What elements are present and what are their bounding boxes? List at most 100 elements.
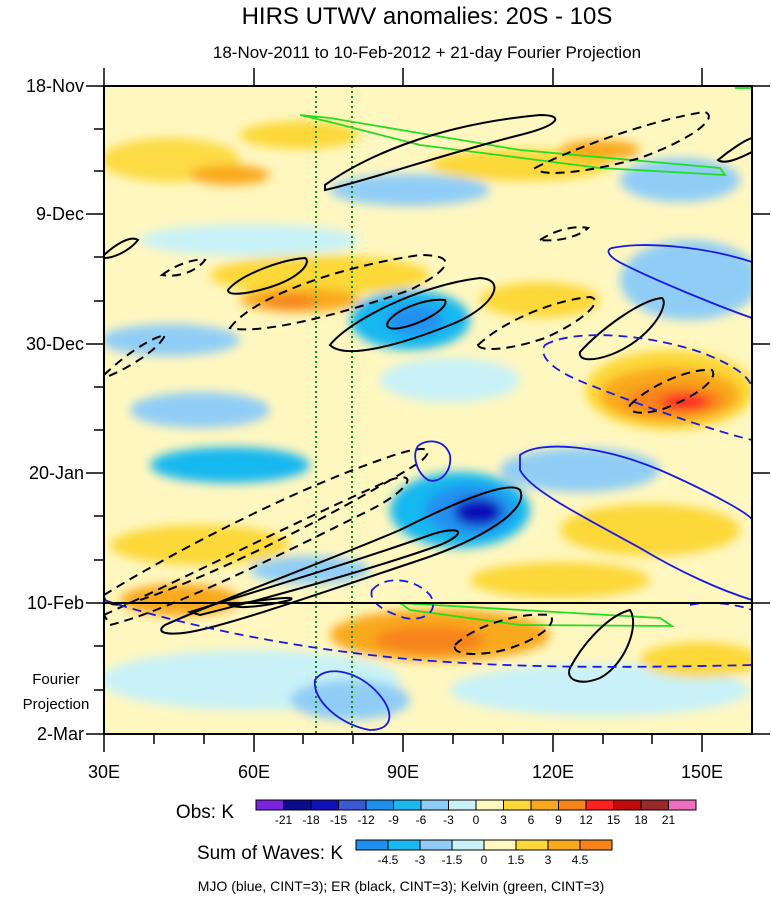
- obs-colorbar-swatch: [530, 799, 559, 811]
- shade-region: [560, 504, 740, 556]
- plot-frame: [103, 85, 753, 735]
- shade-region: [120, 584, 240, 616]
- shade-region: [375, 626, 485, 654]
- y-tick-label: 10-Feb: [27, 593, 84, 613]
- waves-colorbar-swatch: [515, 839, 549, 851]
- waves-colorbar-swatch: [355, 839, 389, 851]
- obs-colorbar-level-label: -15: [330, 813, 348, 827]
- shade-region: [104, 324, 240, 356]
- obs-colorbar-swatch: [585, 799, 614, 811]
- er-contour: [386, 298, 447, 330]
- er-contours: [104, 113, 752, 683]
- er-contour: [328, 276, 496, 353]
- chart-subtitle: 18-Nov-2011 to 10-Feb-2012 + 21-day Four…: [213, 43, 641, 62]
- er-contour: [186, 529, 460, 617]
- waves-colorbar-level-label: 0: [481, 853, 488, 867]
- mjo-contour-negative: [104, 599, 752, 668]
- anomaly-field: [104, 121, 752, 720]
- obs-colorbar-swatch: [338, 799, 367, 811]
- obs-colorbar-level-label: 15: [607, 813, 621, 827]
- er-contour-negative: [476, 295, 596, 350]
- x-axis: [103, 68, 703, 752]
- er-contour: [160, 486, 523, 635]
- shade-region: [210, 255, 430, 295]
- projection-label-line1: Fourier: [32, 671, 80, 688]
- shade-region: [140, 224, 360, 256]
- shade-region: [330, 174, 490, 206]
- er-contour: [226, 596, 293, 609]
- shade-region: [480, 282, 600, 318]
- waves-colorbar-swatch: [579, 839, 613, 851]
- y-tick-label: 20-Jan: [29, 463, 84, 483]
- chart-title: HIRS UTWV anomalies: 20S - 10S: [242, 3, 613, 30]
- obs-colorbar-swatch: [448, 799, 477, 811]
- obs-colorbar-swatch: [420, 799, 449, 811]
- obs-colorbar-swatch: [393, 799, 422, 811]
- obs-colorbar-level-label: -6: [416, 813, 427, 827]
- er-contour-negative: [453, 613, 553, 655]
- x-tick-labels: 30E 60E 90E 120E 150E: [88, 762, 723, 782]
- shade-region: [470, 562, 650, 598]
- y-axis: [86, 85, 770, 735]
- projection-label-line2: Projection: [23, 696, 90, 713]
- er-contour-negative: [159, 258, 207, 277]
- obs-colorbar-swatch: [503, 799, 532, 811]
- kelvin-contour: [299, 114, 727, 177]
- shade-region: [110, 525, 290, 565]
- er-contour-negative: [628, 368, 715, 414]
- er-contour: [226, 256, 308, 295]
- waves-colorbar-level-label: -4.5: [378, 853, 399, 867]
- shade-region: [620, 158, 740, 202]
- mjo-contour: [314, 670, 391, 731]
- waves-colorbar-label: Sum of Waves: K: [197, 843, 343, 864]
- obs-colorbar-level-label: -21: [275, 813, 293, 827]
- er-contour: [568, 608, 635, 683]
- obs-colorbar-swatch: [255, 799, 284, 811]
- obs-colorbar-swatch: [283, 799, 312, 811]
- obs-colorbar-level-label: 0: [473, 813, 480, 827]
- obs-colorbar-level-label: -3: [443, 813, 454, 827]
- obs-colorbar-level-label: 21: [662, 813, 676, 827]
- shade-region: [150, 447, 310, 483]
- x-tick-label: 60E: [238, 762, 270, 782]
- obs-colorbar-swatch: [310, 799, 339, 811]
- obs-colorbar-level-label: -12: [357, 813, 375, 827]
- shade-region: [500, 448, 660, 492]
- obs-colorbar-swatch: [668, 799, 697, 811]
- obs-colorbar-level-label: -9: [388, 813, 399, 827]
- shade-region: [454, 498, 502, 526]
- obs-colorbar-swatch: [640, 799, 669, 811]
- er-contour: [324, 113, 557, 192]
- waves-colorbar-level-label: 4.5: [572, 853, 589, 867]
- er-contour-negative: [104, 476, 409, 627]
- x-tick-label: 120E: [532, 762, 574, 782]
- shade-region: [240, 121, 360, 149]
- mjo-contour: [607, 244, 752, 319]
- er-contour-negative: [537, 226, 590, 242]
- obs-colorbar-level-label: 18: [634, 813, 648, 827]
- obs-colorbar-label: Obs: K: [176, 802, 234, 823]
- obs-colorbar-swatch: [613, 799, 642, 811]
- waves-colorbar-swatch: [387, 839, 421, 851]
- mjo-contour-negative: [370, 579, 435, 620]
- shade-region: [620, 240, 752, 320]
- obs-colorbar-swatch: [558, 799, 587, 811]
- obs-colorbar-level-label: 9: [555, 813, 562, 827]
- waves-colorbar-swatch: [547, 839, 581, 851]
- waves-colorbar-level-label: -1.5: [442, 853, 463, 867]
- y-tick-label: 9-Dec: [36, 204, 84, 224]
- waves-colorbar-swatch: [451, 839, 485, 851]
- obs-colorbar-level-label: 12: [579, 813, 593, 827]
- obs-colorbar-swatch: [475, 799, 504, 811]
- shade-region: [430, 149, 610, 181]
- obs-colorbar: -21 -18 -15 -12 -9 -6 -3 0 3 6 9 12 15 18 21: [255, 799, 697, 827]
- shade-region: [130, 392, 270, 428]
- obs-colorbar-level-label: 3: [500, 813, 507, 827]
- er-contour: [716, 136, 752, 163]
- shade-region: [660, 394, 710, 410]
- mjo-contour: [414, 440, 452, 482]
- x-tick-label: 30E: [88, 762, 120, 782]
- er-contour-negative: [533, 110, 710, 174]
- waves-colorbar: -4.5 -3 -1.5 0 1.5 3 4.5: [355, 839, 613, 867]
